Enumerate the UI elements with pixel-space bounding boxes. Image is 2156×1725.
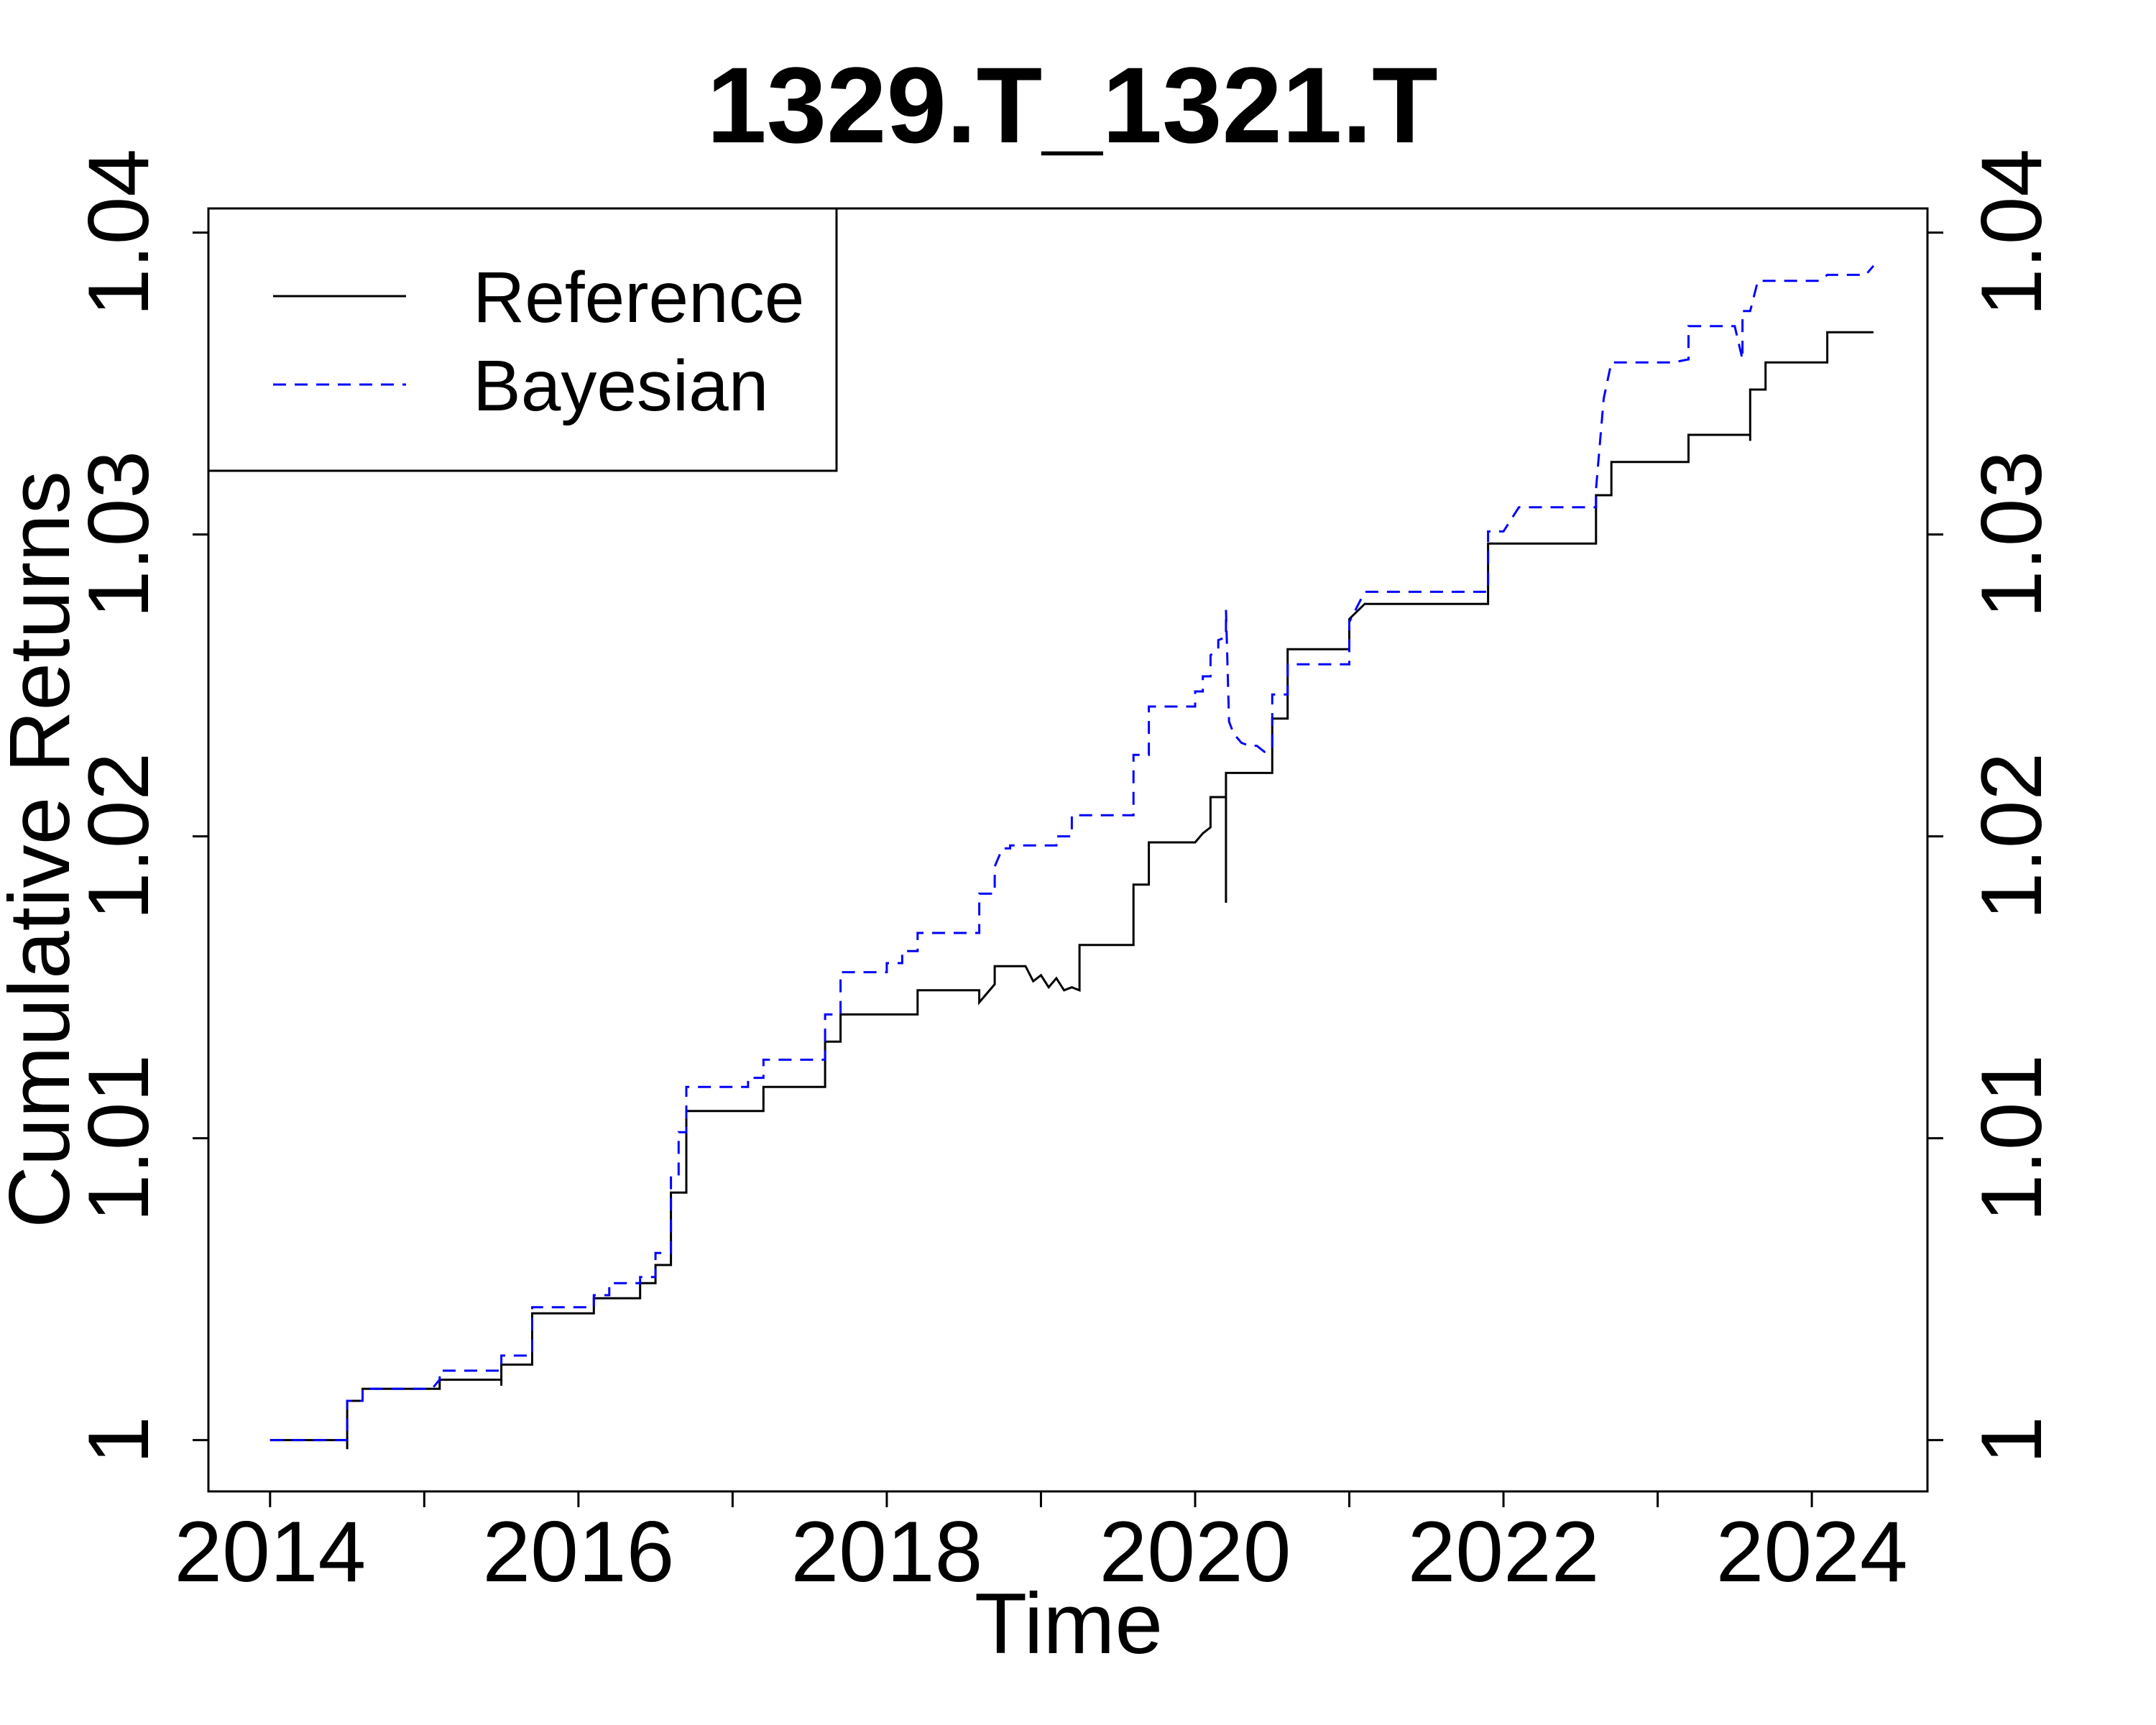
y-tick-label-left-1.03: 1.03 bbox=[70, 451, 167, 619]
y-tick-label-right-1.04: 1.04 bbox=[1963, 149, 2060, 317]
y-axis-left: 1 1.01 1.02 1.03 1.04 bbox=[70, 149, 208, 1464]
x-tick-label-2022: 2022 bbox=[1408, 1504, 1600, 1600]
x-tick-label-2020: 2020 bbox=[1100, 1504, 1291, 1600]
y-tick-label-left-1: 1 bbox=[70, 1416, 167, 1464]
x-tick-label-2014: 2014 bbox=[174, 1504, 366, 1600]
y-tick-label-left-1.02: 1.02 bbox=[70, 753, 167, 921]
x-axis: 2014 2016 2018 2020 2022 2024 bbox=[174, 1491, 1908, 1600]
y-tick-label-right-1: 1 bbox=[1963, 1416, 2060, 1464]
legend-label-bayesian: Bayesian bbox=[473, 346, 768, 426]
series-line-reference bbox=[270, 331, 1874, 1450]
plot-area-frame bbox=[207, 207, 1929, 1493]
y-tick-label-right-1.02: 1.02 bbox=[1963, 753, 2060, 921]
legend-label-reference: Reference bbox=[473, 257, 804, 338]
y-tick-label-right-1.01: 1.01 bbox=[1963, 1054, 2060, 1223]
x-tick-label-2024: 2024 bbox=[1716, 1504, 1908, 1600]
x-tick-label-2016: 2016 bbox=[482, 1504, 674, 1600]
legend-box bbox=[207, 207, 838, 472]
y-axis-right: 1 1.01 1.02 1.03 1.04 bbox=[1927, 149, 2060, 1464]
legend: Reference Bayesian bbox=[207, 207, 838, 472]
y-axis-label: Cumulative Returns bbox=[0, 471, 88, 1228]
series-layer bbox=[270, 264, 1875, 1450]
x-axis-label: Time bbox=[975, 1576, 1163, 1672]
y-tick-label-left-1.01: 1.01 bbox=[70, 1054, 167, 1223]
y-tick-label-left-1.04: 1.04 bbox=[70, 149, 167, 317]
series-line-bayesian bbox=[270, 264, 1875, 1442]
x-tick-label-2018: 2018 bbox=[791, 1504, 982, 1600]
chart-title: 1329.T_1321.T bbox=[706, 45, 1437, 165]
y-tick-label-right-1.03: 1.03 bbox=[1963, 451, 2060, 619]
